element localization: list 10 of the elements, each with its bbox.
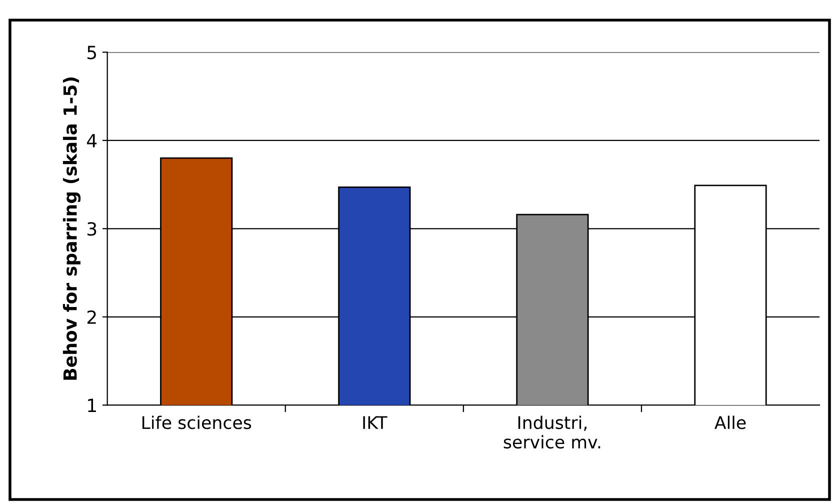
y-tick-label: 3 bbox=[87, 222, 96, 236]
x-tick-label: Alle bbox=[714, 416, 746, 430]
y-tick-label: 4 bbox=[87, 134, 97, 148]
x-tick-label: Industri, service mv. bbox=[504, 416, 600, 449]
y-tick-label: 1 bbox=[88, 398, 96, 412]
y-axis-title: Behov for sparring (skala 1-5) bbox=[62, 78, 81, 380]
y-tick-label: 2 bbox=[87, 310, 96, 324]
y-tick-label: 5 bbox=[88, 46, 96, 60]
x-tick-label: IKT bbox=[363, 416, 388, 429]
x-tick-label: Life sciences bbox=[142, 416, 252, 430]
